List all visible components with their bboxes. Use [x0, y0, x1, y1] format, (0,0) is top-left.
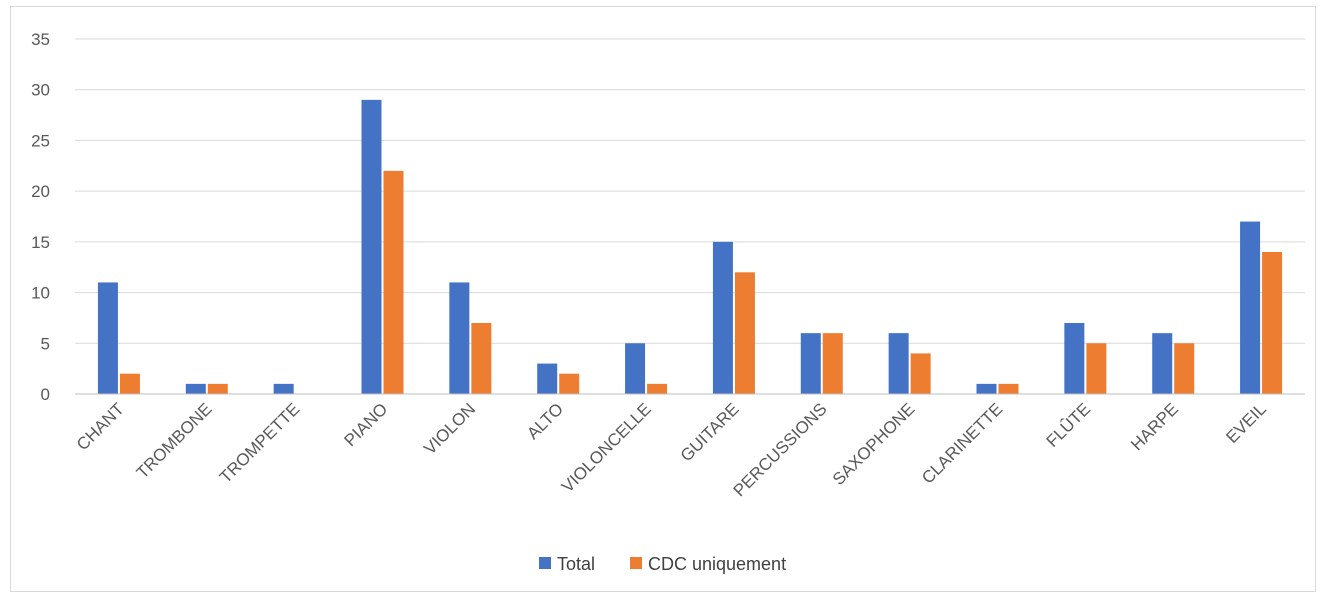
x-tick-label-clarinette: CLARINETTE	[918, 399, 1006, 487]
x-tick-label-chant: CHANT	[73, 399, 128, 454]
bar-flute-total	[1064, 323, 1085, 394]
bar-violon-cdc-uniquement	[471, 323, 492, 394]
y-axis-labels: 0 5 10 15 20 25 30 35	[31, 30, 50, 404]
bar-guitare-total	[712, 241, 733, 394]
x-tick-label-violon: VIOLON	[420, 399, 479, 458]
x-tick-label-piano: PIANO	[340, 399, 391, 450]
y-tick-label: 35	[31, 30, 50, 49]
bar-alto-total	[537, 363, 558, 394]
bar-percussions-total	[800, 333, 821, 394]
bars	[97, 99, 1283, 394]
bar-violoncelle-cdc-uniquement	[647, 383, 668, 394]
bar-chant-total	[97, 282, 118, 394]
legend-swatch-cdc-uniquement	[630, 557, 642, 569]
bar-harpe-cdc-uniquement	[1174, 343, 1195, 394]
bar-violon-total	[449, 282, 470, 394]
legend: Total CDC uniquement	[539, 554, 786, 574]
bar-clarinette-total	[976, 383, 997, 394]
legend-swatch-total	[539, 557, 551, 569]
legend-label-cdc-uniquement: CDC uniquement	[648, 554, 786, 574]
gridlines	[75, 38, 1305, 344]
bar-alto-cdc-uniquement	[559, 373, 580, 394]
bar-trompette-total	[273, 383, 294, 394]
bar-violoncelle-total	[625, 343, 646, 394]
bar-chant-cdc-uniquement	[119, 373, 140, 394]
y-tick-label: 10	[31, 284, 50, 303]
x-tick-label-percussions: PERCUSSIONS	[730, 399, 831, 500]
bar-eveil-cdc-uniquement	[1262, 252, 1283, 394]
x-tick-label-harpe: HARPE	[1127, 399, 1182, 454]
x-axis-labels: CHANT TROMBONE TROMPETTE PIANO VIOLON ALTOVIO…	[73, 399, 1270, 500]
y-tick-label: 30	[31, 81, 50, 100]
y-tick-label: 0	[41, 385, 50, 404]
x-tick-label-eveil: EVEIL	[1222, 399, 1270, 447]
bar-piano-total	[361, 99, 382, 394]
legend-label-total: Total	[557, 554, 595, 574]
bar-eveil-total	[1240, 221, 1261, 394]
bar-saxophone-cdc-uniquement	[910, 353, 931, 394]
x-tick-label-violoncelle: VIOLONCELLE	[558, 399, 655, 496]
x-tick-label-guitare: GUITARE	[677, 399, 743, 465]
chart-frame	[10, 6, 1316, 592]
x-tick-label-trombone: TROMBONE	[133, 399, 216, 482]
bar-clarinette-cdc-uniquement	[998, 383, 1019, 394]
bar-piano-cdc-uniquement	[383, 170, 404, 394]
x-tick-label-flute: FLÛTE	[1043, 399, 1095, 451]
x-tick-label-trompette: TROMPETTE	[216, 399, 304, 487]
x-tick-label-saxophone: SAXOPHONE	[829, 399, 919, 489]
bar-trombone-total	[185, 383, 206, 394]
y-tick-label: 20	[31, 182, 50, 201]
y-tick-label: 5	[41, 334, 50, 353]
y-tick-label: 25	[31, 131, 50, 150]
bar-flute-cdc-uniquement	[1086, 343, 1107, 394]
bar-percussions-cdc-uniquement	[822, 333, 843, 394]
bar-trombone-cdc-uniquement	[207, 383, 228, 394]
bar-harpe-total	[1152, 333, 1173, 394]
bar-guitare-cdc-uniquement	[734, 272, 755, 394]
x-tick-label-alto: ALTO	[523, 399, 567, 443]
y-tick-label: 15	[31, 233, 50, 252]
bar-saxophone-total	[888, 333, 909, 394]
